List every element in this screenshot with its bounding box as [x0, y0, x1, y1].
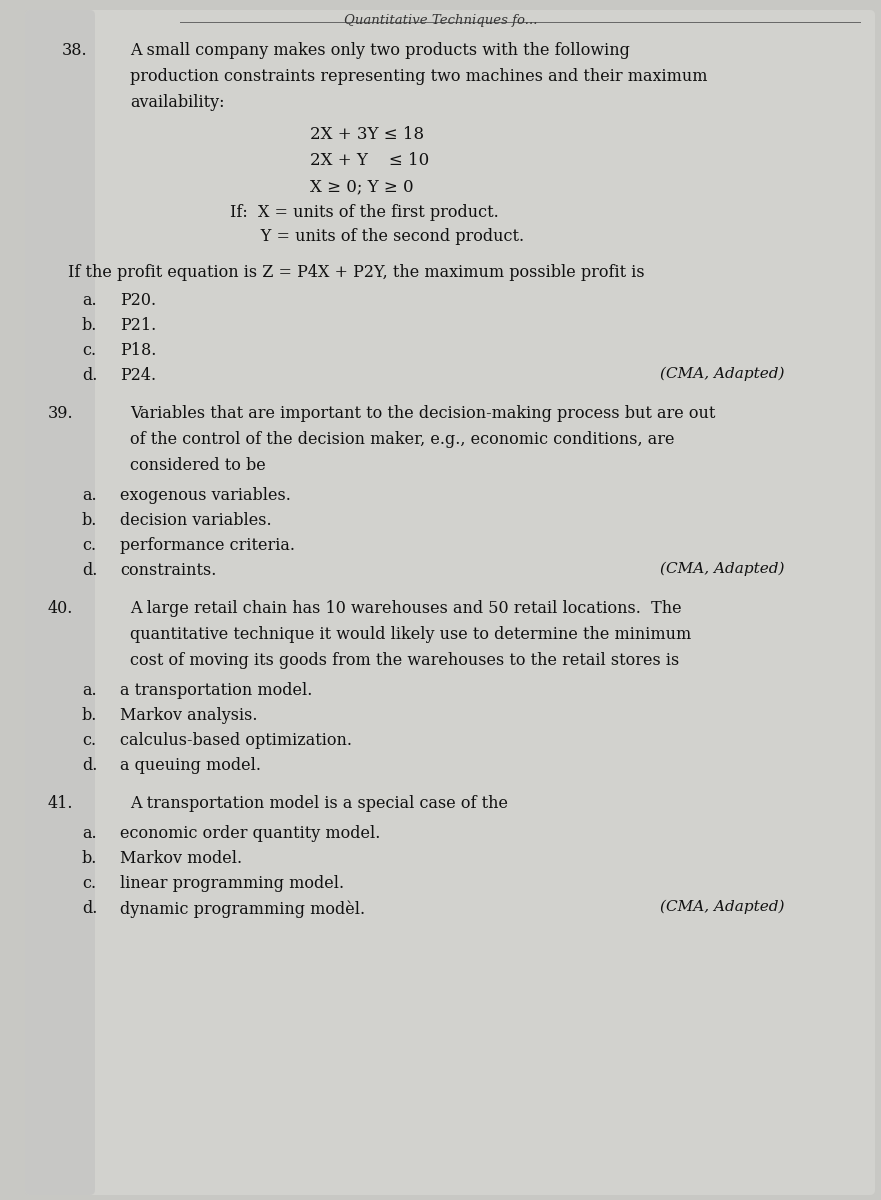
- Text: b.: b.: [82, 707, 98, 724]
- Text: cost of moving its goods from the warehouses to the retail stores is: cost of moving its goods from the wareho…: [130, 652, 679, 670]
- Text: 39.: 39.: [48, 404, 74, 422]
- Text: constraints.: constraints.: [120, 562, 217, 578]
- Text: 38.: 38.: [62, 42, 87, 59]
- Text: a.: a.: [82, 682, 97, 698]
- Text: X ≥ 0; Y ≥ 0: X ≥ 0; Y ≥ 0: [310, 178, 413, 194]
- Text: A small company makes only two products with the following: A small company makes only two products …: [130, 42, 630, 59]
- Text: Markov model.: Markov model.: [120, 850, 242, 866]
- Text: 2X + Y    ≤ 10: 2X + Y ≤ 10: [310, 152, 429, 169]
- Text: linear programming model.: linear programming model.: [120, 875, 344, 892]
- Text: b.: b.: [82, 512, 98, 529]
- Text: 2X + 3Y ≤ 18: 2X + 3Y ≤ 18: [310, 126, 424, 143]
- Text: decision variables.: decision variables.: [120, 512, 271, 529]
- Text: exogenous variables.: exogenous variables.: [120, 487, 291, 504]
- Text: performance criteria.: performance criteria.: [120, 538, 295, 554]
- Text: (CMA, Adapted): (CMA, Adapted): [660, 900, 784, 914]
- Text: c.: c.: [82, 875, 96, 892]
- Text: production constraints representing two machines and their maximum: production constraints representing two …: [130, 68, 707, 85]
- Text: d.: d.: [82, 367, 98, 384]
- Text: A large retail chain has 10 warehouses and 50 retail locations.  The: A large retail chain has 10 warehouses a…: [130, 600, 682, 617]
- Text: a.: a.: [82, 487, 97, 504]
- Text: c.: c.: [82, 342, 96, 359]
- Text: 40.: 40.: [48, 600, 73, 617]
- Text: If:  X = units of the first product.: If: X = units of the first product.: [230, 204, 499, 221]
- Text: (CMA, Adapted): (CMA, Adapted): [660, 367, 784, 382]
- Text: A transportation model is a special case of the: A transportation model is a special case…: [130, 794, 508, 812]
- Text: calculus-based optimization.: calculus-based optimization.: [120, 732, 352, 749]
- Text: P20.: P20.: [120, 292, 156, 308]
- Text: Variables that are important to the decision-making process but are out: Variables that are important to the deci…: [130, 404, 715, 422]
- Text: P18.: P18.: [120, 342, 156, 359]
- Text: a queuing model.: a queuing model.: [120, 757, 261, 774]
- Text: b.: b.: [82, 850, 98, 866]
- FancyBboxPatch shape: [25, 10, 875, 1195]
- Text: d.: d.: [82, 562, 98, 578]
- Text: 41.: 41.: [48, 794, 73, 812]
- Text: a.: a.: [82, 292, 97, 308]
- Text: If the profit equation is Z = P4X + P2Y, the maximum possible profit is: If the profit equation is Z = P4X + P2Y,…: [68, 264, 645, 281]
- Text: of the control of the decision maker, e.g., economic conditions, are: of the control of the decision maker, e.…: [130, 431, 675, 448]
- Text: P24.: P24.: [120, 367, 156, 384]
- Text: d.: d.: [82, 757, 98, 774]
- Text: Y = units of the second product.: Y = units of the second product.: [230, 228, 524, 245]
- FancyBboxPatch shape: [25, 10, 95, 1195]
- Text: dynamic programming modèl.: dynamic programming modèl.: [120, 900, 365, 918]
- Text: economic order quantity model.: economic order quantity model.: [120, 826, 381, 842]
- Text: d.: d.: [82, 900, 98, 917]
- Text: c.: c.: [82, 538, 96, 554]
- Text: quantitative technique it would likely use to determine the minimum: quantitative technique it would likely u…: [130, 626, 692, 643]
- Text: P21.: P21.: [120, 317, 156, 334]
- Text: availability:: availability:: [130, 94, 225, 110]
- Text: c.: c.: [82, 732, 96, 749]
- Text: considered to be: considered to be: [130, 457, 266, 474]
- Text: Quantitative Techniques fo...: Quantitative Techniques fo...: [344, 14, 537, 26]
- Text: b.: b.: [82, 317, 98, 334]
- Text: a.: a.: [82, 826, 97, 842]
- Text: (CMA, Adapted): (CMA, Adapted): [660, 562, 784, 576]
- Text: a transportation model.: a transportation model.: [120, 682, 313, 698]
- Text: Markov analysis.: Markov analysis.: [120, 707, 257, 724]
